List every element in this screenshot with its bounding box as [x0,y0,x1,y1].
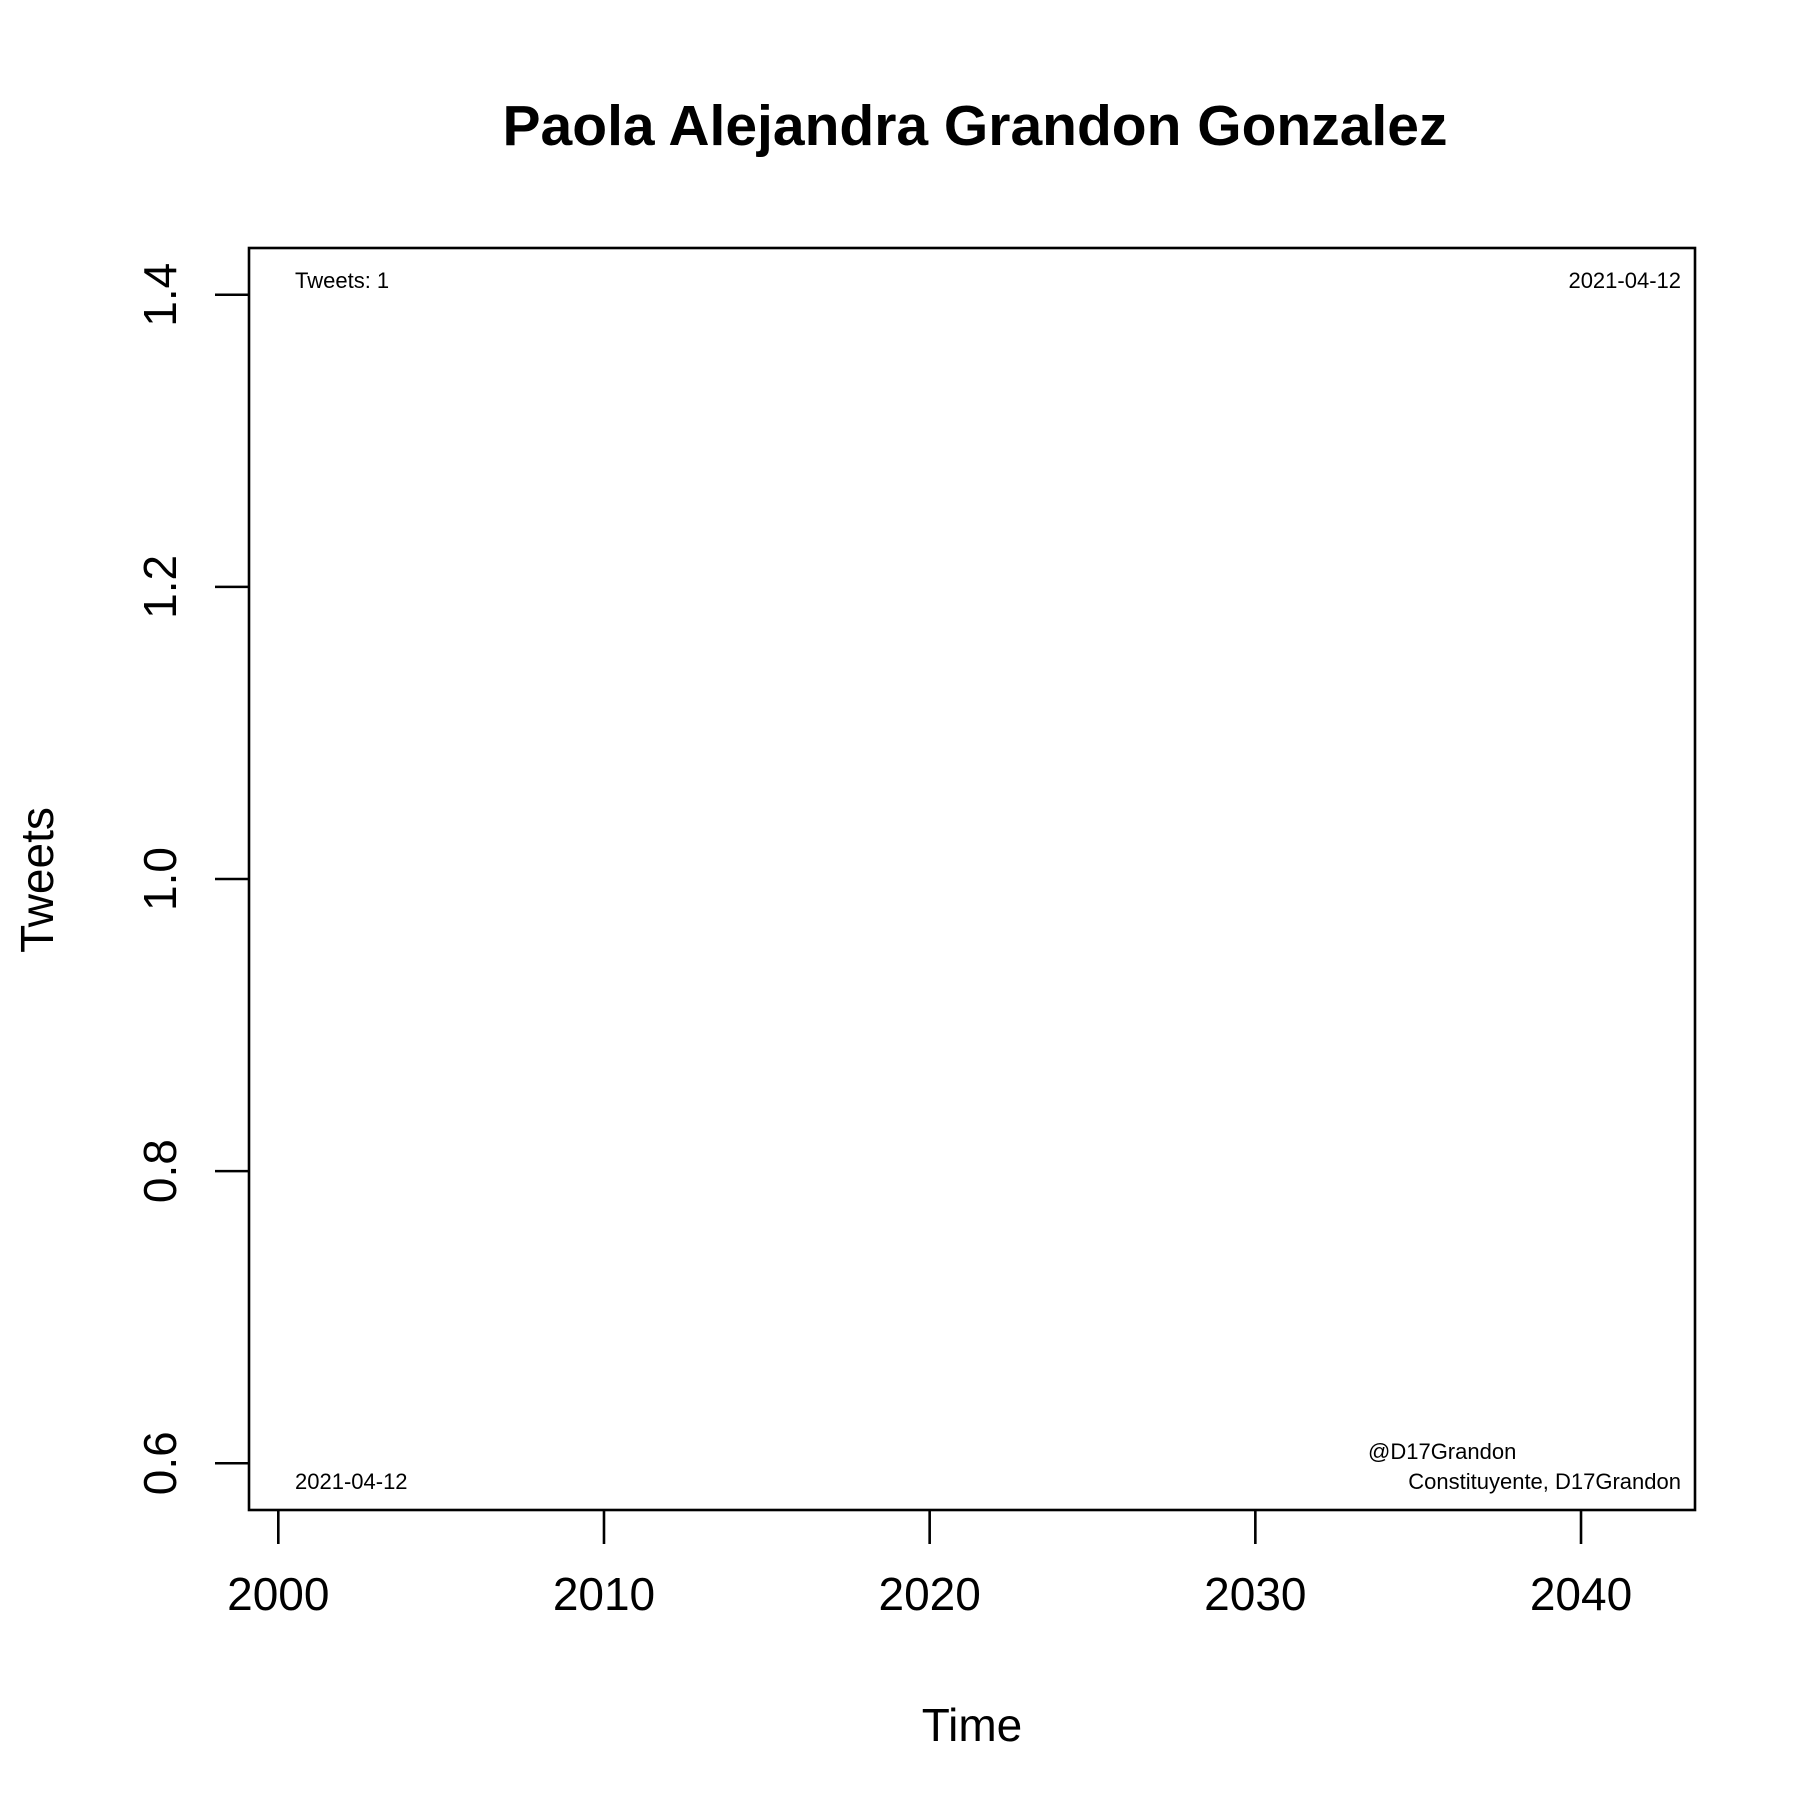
y-tick-label: 1.0 [134,847,186,911]
description-annotation: Constituyente, D17Grandon [1408,1469,1681,1494]
chart-title: Paola Alejandra Grandon Gonzalez [503,94,1448,158]
x-tick-label: 2020 [878,1568,980,1620]
x-tick-label: 2040 [1530,1568,1632,1620]
y-axis-label: Tweets [11,807,63,953]
plot-frame [247,246,1697,1512]
x-tick-label: 2030 [1204,1568,1306,1620]
y-tick-label: 1.2 [134,555,186,619]
y-axis: 0.6 0.8 1.0 1.2 1.4 [134,263,249,1495]
x-tick-label: 2010 [553,1568,655,1620]
first-date-annotation: 2021-04-12 [295,1469,408,1494]
handle-annotation: @D17Grandon [1368,1439,1516,1464]
y-tick-label: 1.4 [134,263,186,327]
x-axis-label: Time [922,1699,1023,1751]
x-axis: 2000 2010 2020 2030 2040 [227,1510,1632,1620]
tweet-count-annotation: Tweets: 1 [295,268,389,293]
x-tick-label: 2000 [227,1568,329,1620]
y-tick-label: 0.6 [134,1431,186,1495]
last-date-annotation: 2021-04-12 [1568,268,1681,293]
y-tick-label: 0.8 [134,1139,186,1203]
